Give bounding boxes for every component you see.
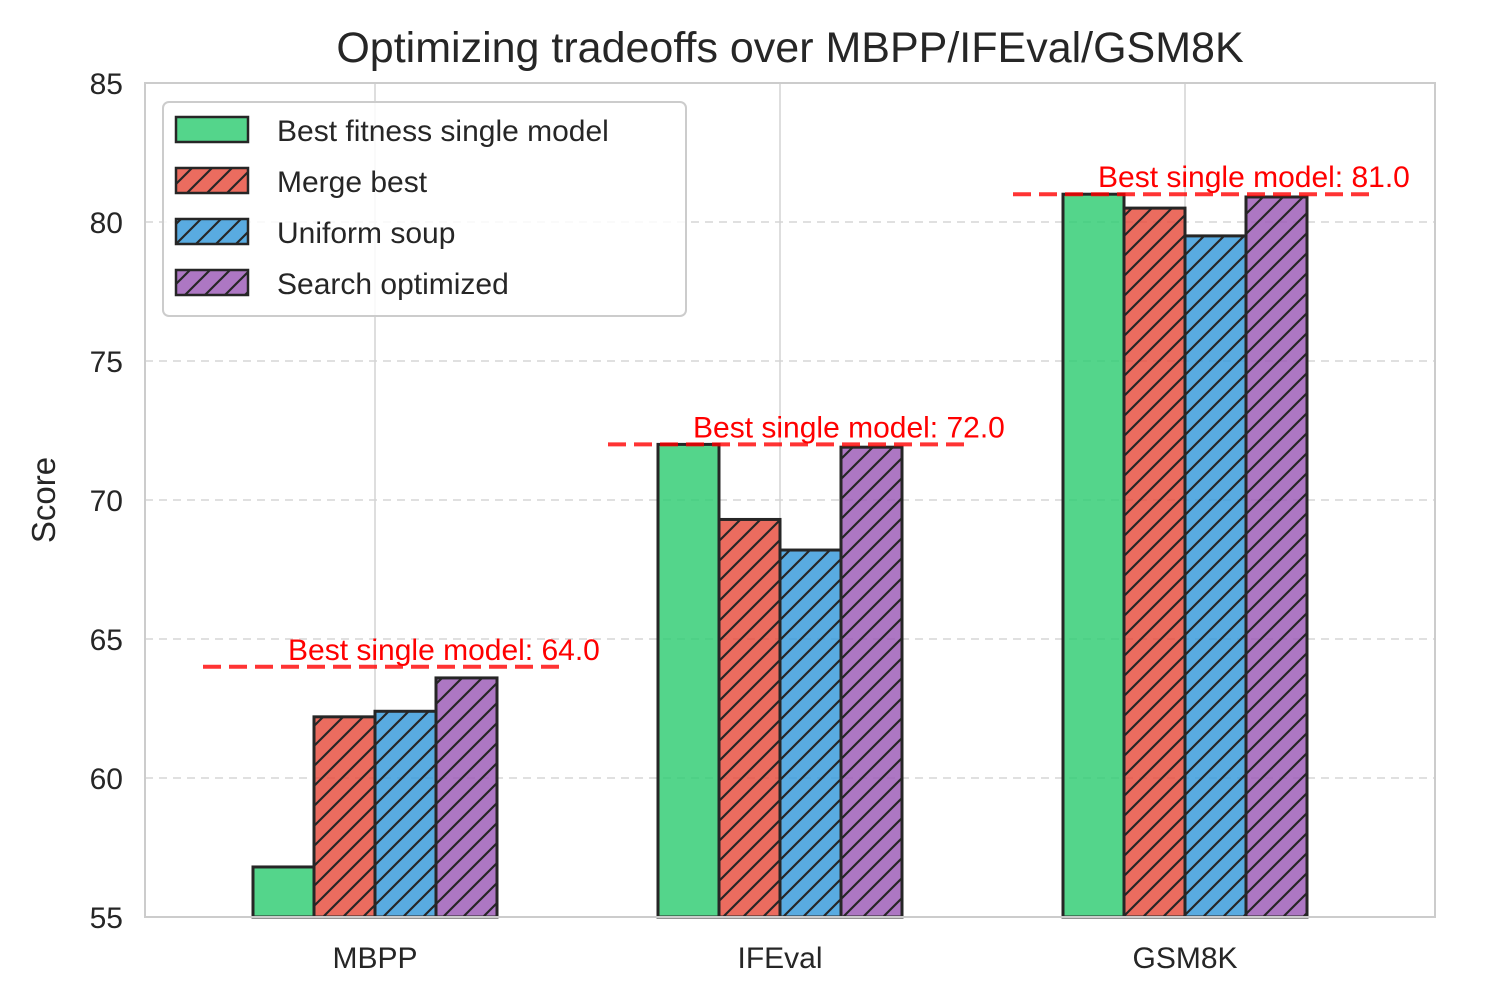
legend-swatch-merge-best-outline [174,166,250,195]
bar-best-fitness-single-model-ifeval [658,444,719,917]
bar-search-optimized-mbpp-hatch [436,677,497,917]
legend-swatch-best-fitness-single-model [176,117,248,142]
reference-label-mbpp: Best single model: 64.0 [288,634,600,667]
legend: Best fitness single model Merge best Unifo… [162,101,687,317]
plot-frame [144,82,1436,918]
bar-search-optimized-ifeval-hatch [841,447,902,917]
legend-swatch-search-optimized-hatch [176,270,248,295]
y-tick-label-65: 65 [90,624,123,657]
x-tick-label-gsm8k: GSM8K [1132,942,1237,975]
ticks: 55 60 65 70 75 80 85 MBPP IFEval GSM8K [90,68,1238,975]
bar-uniform-soup-ifeval-hatch [780,550,841,917]
legend-swatch-merge-best-hatch [176,168,248,193]
bar-uniform-soup-gsm8k-hatch [1185,235,1246,917]
x-tick-label-mbpp: MBPP [332,942,417,975]
legend-label-uniform-soup: Uniform soup [277,217,455,250]
reference-label-ifeval: Best single model: 72.0 [693,411,1005,444]
chart-title: Optimizing tradeoffs over MBPP/IFEval/GS… [336,24,1244,72]
y-tick-label-70: 70 [90,485,123,518]
y-tick-label-60: 60 [90,763,123,796]
bar-best-fitness-single-model-gsm8k [1063,194,1124,917]
legend-swatch-search-optimized-outline [174,268,250,297]
bar-search-optimized-gsm8k-hatch [1246,196,1307,918]
y-tick-label-55: 55 [90,902,123,935]
bar-uniform-soup-mbpp-hatch [375,711,436,917]
reference-label-gsm8k: Best single model: 81.0 [1098,161,1410,194]
bar-best-fitness-single-model-mbpp [253,866,314,917]
x-tick-label-ifeval: IFEval [737,942,822,975]
legend-swatch-uniform-soup-outline [174,217,250,246]
legend-label-merge-best: Merge best [277,166,428,199]
legend-swatch-best-fitness-single-model-outline [174,115,250,144]
legend-label-search-optimized: Search optimized [277,268,509,301]
y-tick-label-75: 75 [90,346,123,379]
reference-lines: Best single model: 64.0 Best single model… [203,161,1410,669]
y-tick-label-80: 80 [90,207,123,240]
bar-merge-best-gsm8k-hatch [1124,208,1185,918]
bar-merge-best-ifeval-hatch [719,519,780,917]
y-axis-label: Score [25,457,62,543]
legend-label-best-fitness-single-model: Best fitness single model [277,115,609,148]
bars [251,192,1309,919]
y-tick-label-85: 85 [90,68,123,101]
legend-box [162,101,687,317]
bar-merge-best-mbpp-hatch [314,716,375,917]
legend-swatch-uniform-soup-hatch [176,219,248,244]
